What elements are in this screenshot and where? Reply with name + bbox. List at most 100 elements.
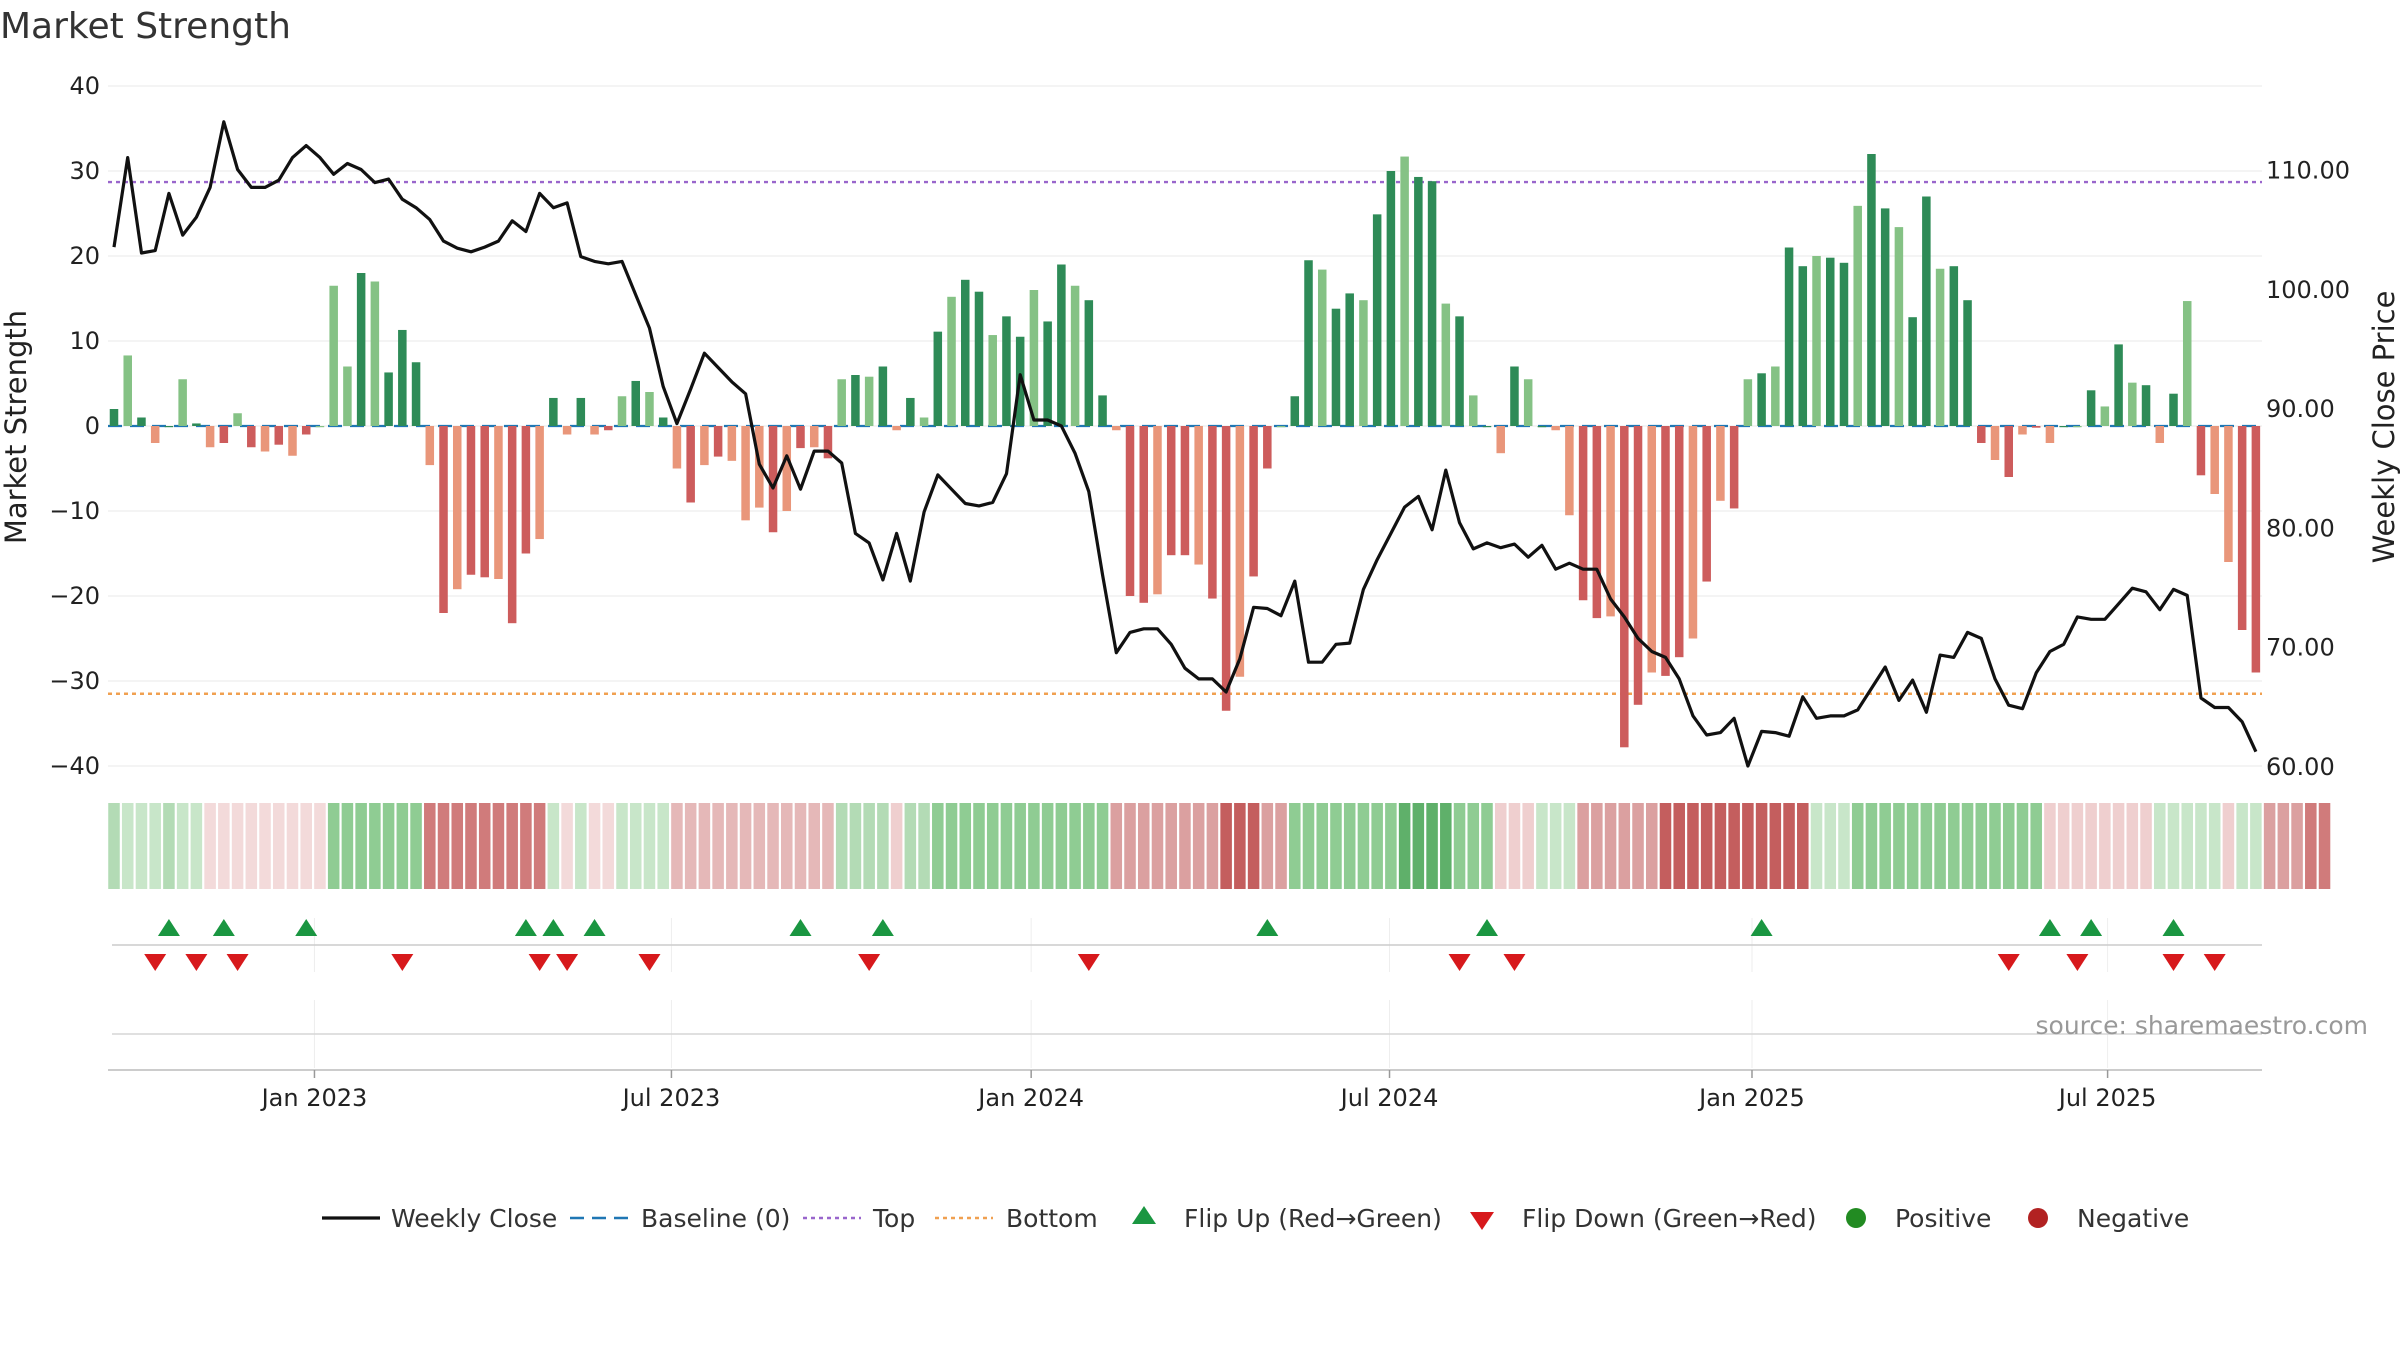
strip-cell — [1151, 803, 1164, 889]
strip-cell — [629, 803, 642, 889]
legend-item: Top — [803, 1204, 915, 1233]
strip-cell — [1508, 803, 1521, 889]
strength-bar — [2059, 426, 2068, 428]
strip-cell — [2030, 803, 2042, 889]
strength-bar — [700, 426, 709, 466]
strength-bar — [1922, 196, 1931, 426]
strip-cell — [2222, 803, 2235, 889]
strength-bar — [1427, 181, 1437, 426]
strength-bar — [604, 426, 613, 431]
strip-cell — [1398, 803, 1411, 889]
strip-cell — [1206, 803, 1219, 889]
strip-cell — [1261, 803, 1274, 889]
strength-bar — [2251, 426, 2261, 673]
x-tick-label: Jan 2024 — [976, 1084, 1084, 1112]
strip-cell — [1357, 803, 1370, 889]
strip-cell — [1316, 803, 1329, 889]
legend-item: Bottom — [935, 1204, 1098, 1233]
strip-cell — [1865, 803, 1878, 889]
flip-up-marker — [2162, 919, 2185, 936]
strength-bar — [1867, 154, 1876, 426]
strength-bar — [1633, 426, 1643, 705]
strip-cell — [300, 803, 312, 889]
strip-cell — [1083, 803, 1095, 889]
strip-cell — [1220, 803, 1232, 889]
strip-cell — [1687, 803, 1699, 889]
strength-bar — [1661, 426, 1670, 676]
strength-bar — [2045, 426, 2055, 443]
strength-bar — [123, 355, 132, 426]
strength-bar — [1317, 269, 1327, 426]
strength-bar — [906, 397, 915, 426]
strength-bar — [590, 426, 599, 435]
flip-down-marker — [858, 954, 881, 971]
strength-bar — [1990, 426, 2000, 460]
strength-bar — [1482, 426, 1492, 428]
strip-cell — [1577, 803, 1589, 889]
right-y-axis: 110.00 100.00 90.00 80.00 70.00 60.00 — [2266, 157, 2350, 781]
strength-bar — [219, 426, 229, 443]
strength-bar — [1386, 171, 1396, 426]
strength-bar — [1716, 426, 1725, 501]
strip-cell — [1755, 803, 1768, 889]
strength-bar — [2018, 426, 2027, 435]
strength-bar — [672, 426, 682, 469]
strength-bar — [1771, 366, 1780, 426]
strip-cell — [1385, 803, 1397, 889]
strip-cell — [808, 803, 820, 889]
strength-bar — [1551, 426, 1560, 431]
strength-bar — [384, 372, 393, 426]
strength-bar — [2182, 301, 2192, 426]
strip-cell — [1275, 803, 1287, 889]
strength-bar — [247, 426, 256, 448]
strip-cell — [437, 803, 450, 889]
strip-cell — [2318, 803, 2331, 889]
strip-cell — [533, 803, 546, 889]
x-tick-label: Jul 2023 — [621, 1084, 721, 1112]
weekly-close-line-group — [112, 120, 2258, 768]
strength-bar — [370, 281, 380, 426]
strip-cell — [259, 803, 271, 889]
legend-symbol-negative — [2028, 1208, 2048, 1228]
strength-bar — [1798, 266, 1808, 426]
strip-cell — [272, 803, 285, 889]
strength-bar — [2210, 426, 2219, 494]
strength-bar — [2155, 426, 2165, 443]
strip-cell — [520, 803, 532, 889]
legend-label: Baseline (0) — [641, 1204, 790, 1233]
right-axis-label: Weekly Close Price — [2367, 291, 2400, 564]
strip-cell — [1041, 803, 1054, 889]
strength-bar — [494, 426, 503, 579]
y-right-tick-label: 80.00 — [2266, 514, 2335, 542]
strength-bar — [2237, 426, 2247, 630]
strip-cell — [2085, 803, 2097, 889]
strip-cell — [547, 803, 560, 889]
strength-bar — [1812, 256, 1821, 426]
strength-bar — [1276, 426, 1286, 428]
strength-bar — [356, 273, 366, 426]
strip-cell — [2071, 803, 2084, 889]
strip-cell — [218, 803, 230, 889]
flip-down-marker — [1077, 954, 1100, 971]
strip-cell — [1412, 803, 1425, 889]
y-left-tick-label: −10 — [49, 497, 100, 525]
strip-cell — [1893, 803, 1905, 889]
legend-item: Negative — [2028, 1204, 2189, 1233]
strip-cell — [1179, 803, 1191, 889]
strip-cell — [176, 803, 189, 889]
strip-cell — [1989, 803, 2001, 889]
strip-cell — [1137, 803, 1150, 889]
strip-cell — [1165, 803, 1177, 889]
strip-cell — [671, 803, 683, 889]
strength-bar — [1455, 316, 1464, 426]
strip-cell — [410, 803, 422, 889]
strip-cell — [506, 803, 518, 889]
flip-up-marker — [157, 919, 180, 936]
strength-bar — [2100, 406, 2110, 426]
x-tick-label: Jul 2024 — [1339, 1084, 1439, 1112]
left-y-axis: 40 30 20 10 0 −10 −20 −30 −40 — [49, 72, 100, 780]
strip-cell — [1810, 803, 1823, 889]
flip-down-marker — [185, 954, 208, 971]
x-tick-label: Jan 2023 — [260, 1084, 368, 1112]
strip-cell — [2044, 803, 2056, 889]
